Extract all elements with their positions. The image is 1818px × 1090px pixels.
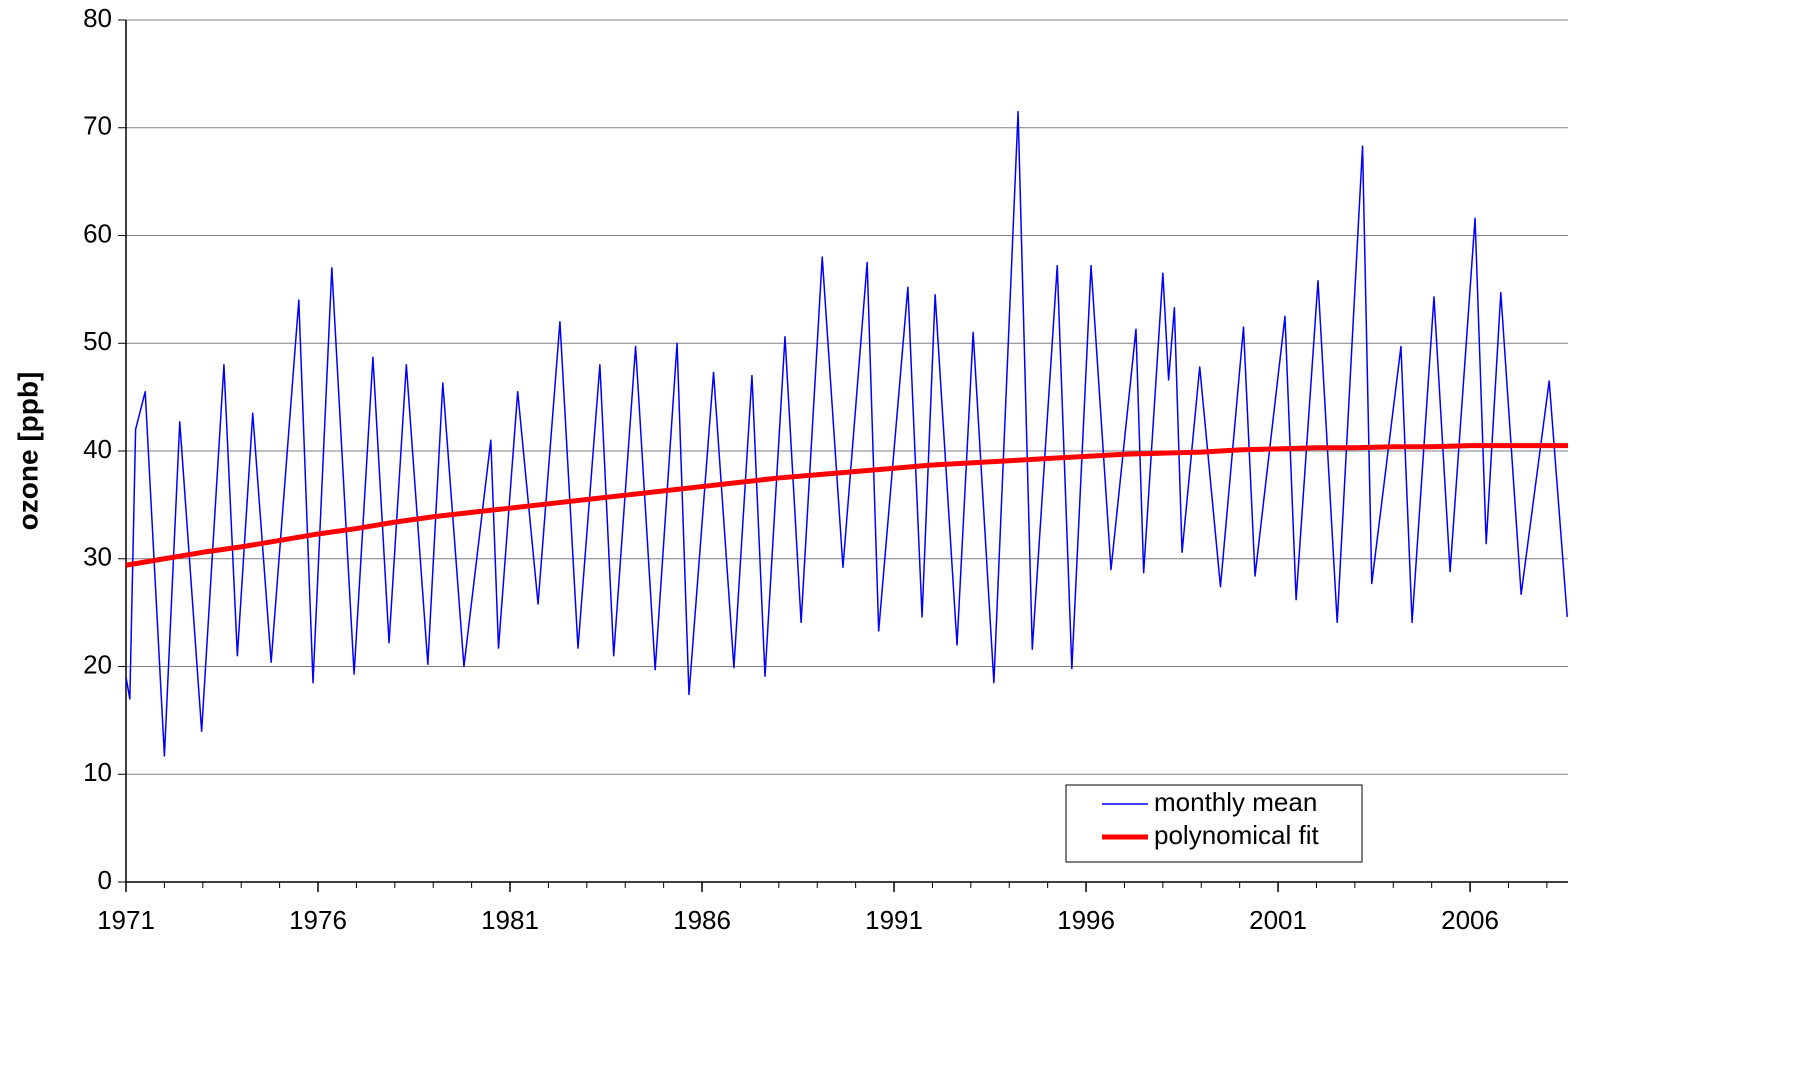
y-tick-label: 40 xyxy=(83,434,112,464)
series-line xyxy=(125,110,1568,757)
x-tick-label: 1976 xyxy=(289,905,347,935)
series-line xyxy=(125,443,1568,568)
x-tick-label: 1996 xyxy=(1057,905,1115,935)
x-tick-label: 1981 xyxy=(481,905,539,935)
y-tick-label: 30 xyxy=(83,542,112,572)
x-tick-label: 2006 xyxy=(1441,905,1499,935)
x-tick-label: 1986 xyxy=(673,905,731,935)
y-tick-label: 20 xyxy=(83,649,112,679)
x-tick-label: 1971 xyxy=(97,905,155,935)
y-axis-label: ozone [ppb] xyxy=(12,372,43,531)
x-tick-label: 1991 xyxy=(865,905,923,935)
y-tick-label: 60 xyxy=(83,218,112,248)
x-tick-label: 2001 xyxy=(1249,905,1307,935)
y-tick-label: 10 xyxy=(83,757,112,787)
y-tick-label: 0 xyxy=(98,865,112,895)
y-tick-label: 70 xyxy=(83,111,112,141)
y-tick-label: 50 xyxy=(83,326,112,356)
legend-label: polynomical fit xyxy=(1154,820,1320,850)
legend-box xyxy=(1065,784,1363,863)
y-tick-label: 80 xyxy=(83,3,112,33)
legend-label: monthly mean xyxy=(1154,787,1317,817)
